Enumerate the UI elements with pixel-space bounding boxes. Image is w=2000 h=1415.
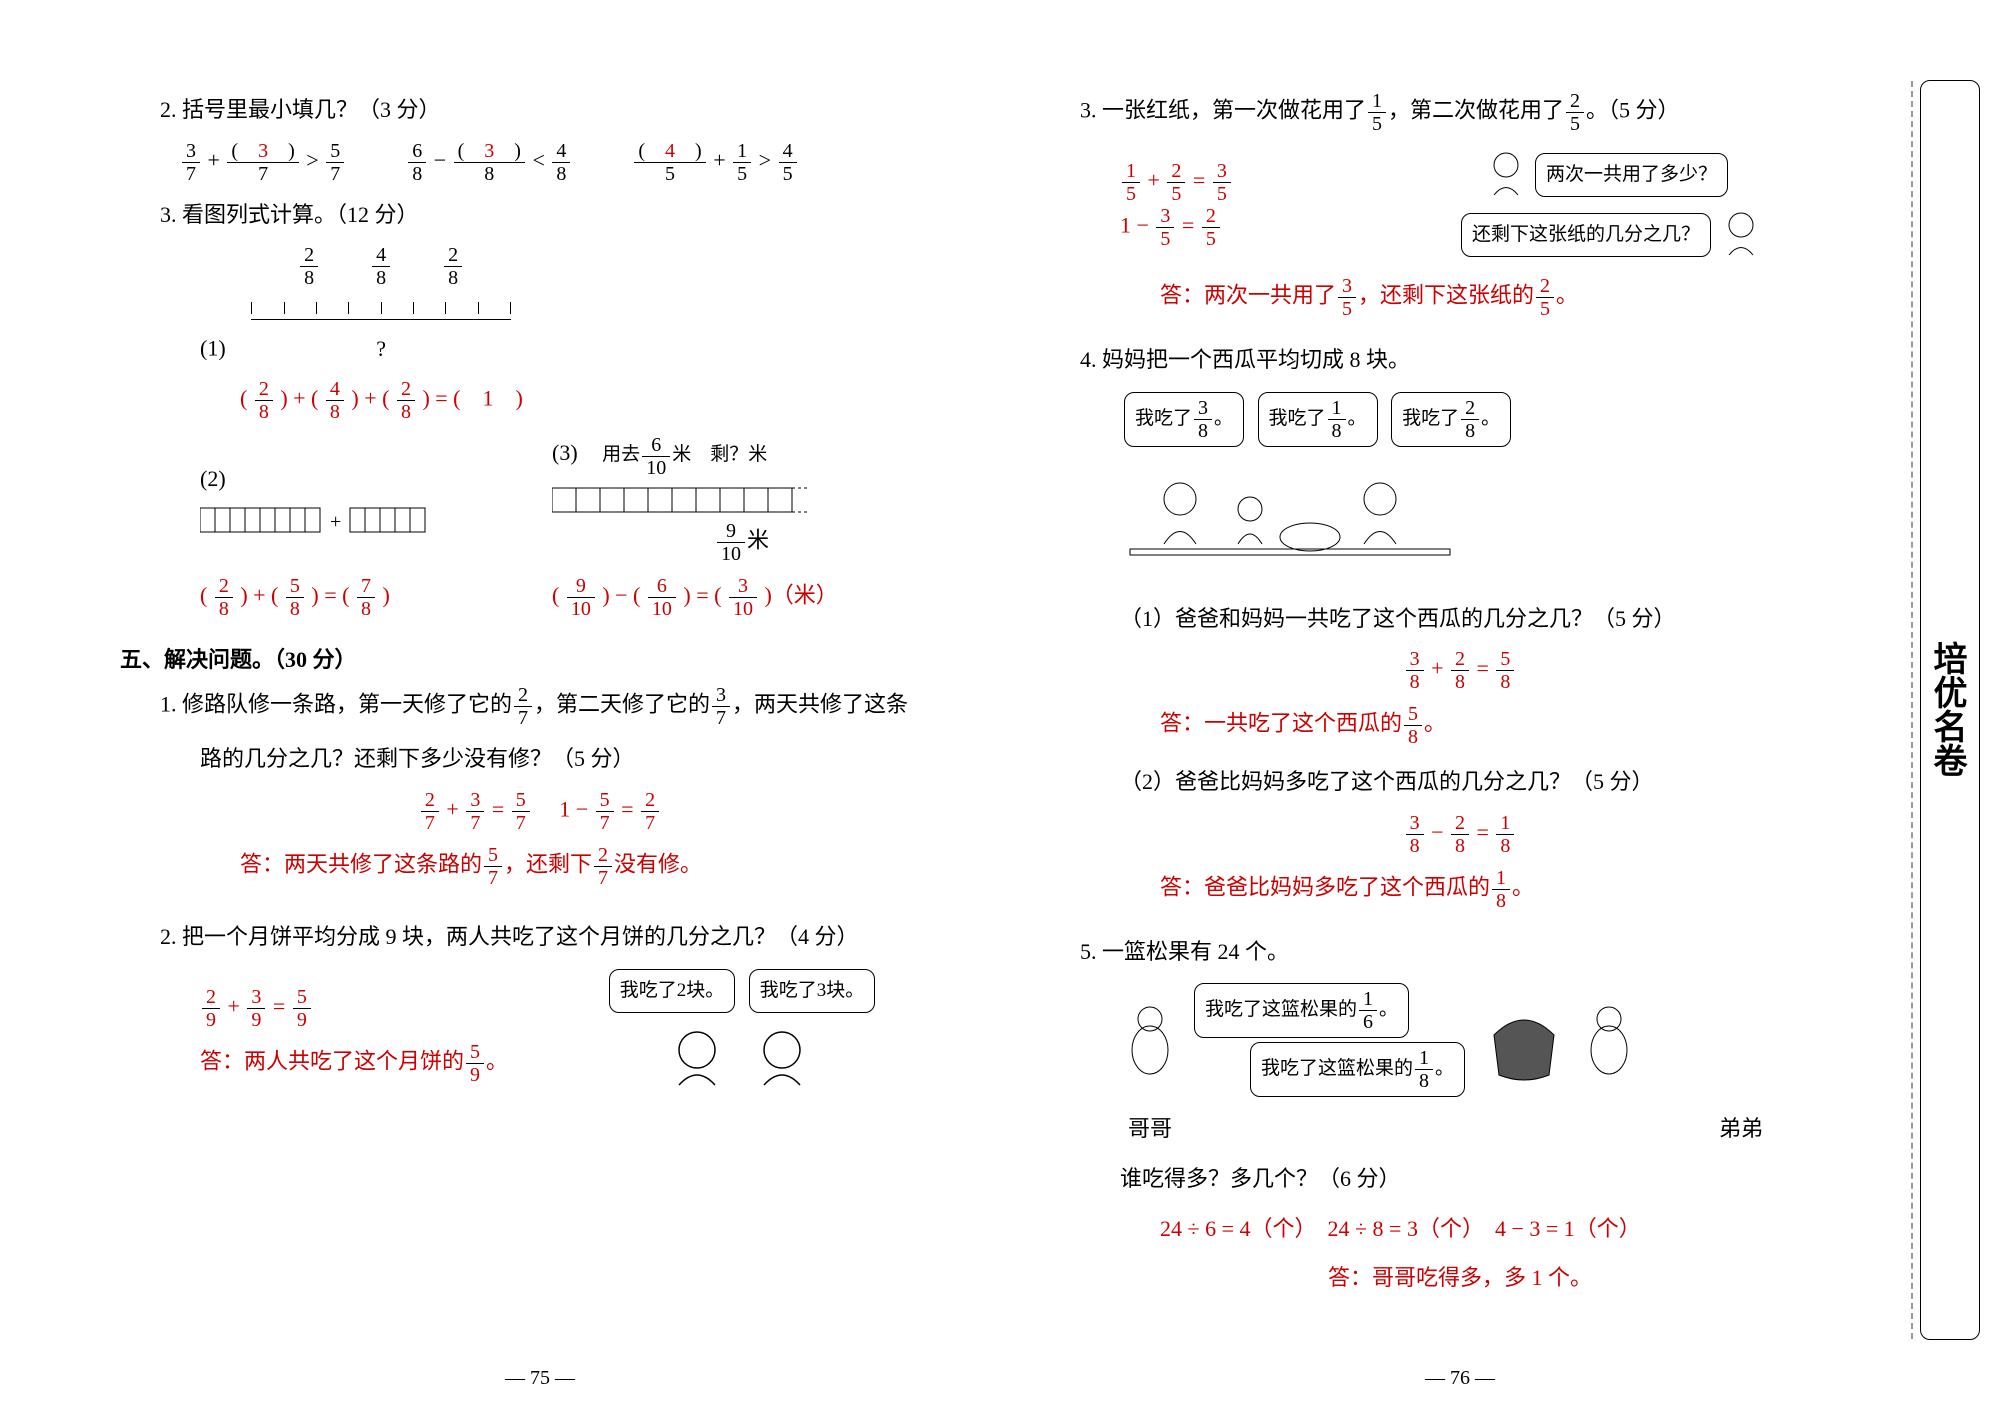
bubble-child1: 我吃了2块。 (609, 969, 736, 1013)
r-q4-p1-calc: 38 + 28 = 58 (1040, 648, 1880, 693)
r-q5-calc: 24 ÷ 6 = 4（个） 24 ÷ 8 = 3（个） 4 − 3 = 1（个） (1040, 1209, 1880, 1249)
svg-text:+: + (330, 511, 341, 533)
r-q3: 3. 一张红纸，第一次做花用了15，第二次做花用了25。（5 分） (1040, 90, 1880, 135)
strip-diagram: + (200, 500, 430, 540)
section-5-title: 五、解决问题。（30 分） (120, 642, 960, 674)
q2-e2: 68 − ( 3 )8 < 48 (406, 140, 572, 185)
q3-p1: (1) 28 48 28 ? (120, 244, 960, 368)
side-tab-label: 培优名卷 (1922, 641, 1971, 777)
number-line (251, 302, 511, 320)
s5-p1-ans: 答：两天共修了这条路的57，还剩下27没有修。 (120, 844, 960, 889)
page-number-76: — 76 — (1020, 1367, 1900, 1390)
squirrel-1-icon (1120, 995, 1180, 1085)
s5-p2: 2. 把一个月饼平均分成 9 块，两人共吃了这个月饼的几分之几？（4 分） (120, 917, 960, 957)
family-figure (1040, 459, 1880, 589)
r-q4-p1-ans: 答：一共吃了这个西瓜的58。 (1040, 703, 1880, 748)
q3-eq-row: ( 28 ) + ( 58 ) = ( 78 ) ( 910 ) − ( 610… (120, 575, 960, 620)
r-q5-figure: 我吃了这篮松果的16。 我吃了这篮松果的18。 (1040, 981, 1880, 1099)
s5-p1: 1. 修路队修一条路，第一天修了它的27，第二天修了它的37，两天共修了这条 (120, 684, 960, 729)
q3-p1-eq: ( 28 ) + ( 48 ) + ( 28 ) = ( 1 ) (120, 378, 960, 423)
r-q3-ans: 答：两次一共用了35，还剩下这张纸的25。 (1040, 275, 1880, 320)
bubble-child2: 我吃了3块。 (749, 969, 876, 1013)
r-q5-labels: 哥哥 弟弟 (1040, 1109, 1880, 1149)
q2-expressions: 37 + ( 3 )7 > 57 68 − ( 3 )8 < 48 ( 4 )5… (180, 140, 960, 185)
q3-p3-label: (3) (552, 440, 578, 465)
bubble-q3-1: 两次一共用了多少？ (1535, 153, 1728, 197)
s5-p1-calc: 27 + 37 = 57 1 − 57 = 27 (120, 789, 960, 834)
r-q4-p2: （2）爸爸比妈妈多吃了这个西瓜的几分之几？（5 分） (1040, 762, 1880, 802)
r-q5: 5. 一篮松果有 24 个。 (1040, 932, 1880, 972)
child-icon (1486, 145, 1526, 205)
basket-icon (1479, 995, 1569, 1085)
r-q4-bubbles: 我吃了38。 我吃了18。 我吃了28。 (1040, 390, 1880, 449)
r-q4-p2-ans: 答：爸爸比妈妈多吃了这个西瓜的18。 (1040, 867, 1880, 912)
s5-p2-body: 29 + 39 = 59 答：两人共吃了这个月饼的59。 我吃了2块。 我吃了3… (120, 967, 960, 1105)
q2-e3: ( 4 )5 + 15 > 45 (632, 140, 798, 185)
child-icon-2 (1721, 205, 1761, 265)
r-q4-p2-calc: 38 − 28 = 18 (1040, 812, 1880, 857)
q3-p2-label: (2) (200, 466, 226, 491)
r-q3-body: 15 + 25 = 35 1 − 35 = 25 两次一共用了多少？ 还剩下这张… (1040, 145, 1880, 265)
q2-title: 2. 括号里最小填几？（3 分） (120, 90, 960, 130)
squirrel-2-icon (1579, 995, 1639, 1085)
q3-p2p3-row: (2) + (3) 用去610米 剩？米 (120, 433, 960, 565)
page-75: 2. 括号里最小填几？（3 分） 37 + ( 3 )7 > 57 68 − (… (100, 80, 980, 1115)
q3-title: 3. 看图列式计算。（12 分） (120, 195, 960, 235)
r-q4: 4. 妈妈把一个西瓜平均切成 8 块。 (1040, 340, 1880, 380)
r-q4-p1: （1）爸爸和妈妈一共吃了这个西瓜的几分之几？（5 分） (1040, 599, 1880, 639)
r-q5-q: 谁吃得多？多几个？（6 分） (1040, 1159, 1880, 1199)
q2-e1: 37 + ( 3 )7 > 57 (180, 140, 346, 185)
page-number-75: — 75 — (100, 1367, 980, 1390)
r-q5-ans: 答：哥哥吃得多，多 1 个。 (1040, 1258, 1880, 1298)
strip-diagram-2 (552, 480, 812, 520)
side-tab: 培优名卷 (1920, 80, 1980, 1340)
bubble-q3-2: 还剩下这张纸的几分之几？ (1461, 213, 1711, 257)
s5-p1-b: 路的几分之几？还剩下多少没有修？（5 分） (120, 739, 960, 779)
page-76: 3. 一张红纸，第一次做花用了15，第二次做花用了25。（5 分） 15 + 2… (1020, 80, 1900, 1308)
children-figure (642, 1015, 842, 1105)
